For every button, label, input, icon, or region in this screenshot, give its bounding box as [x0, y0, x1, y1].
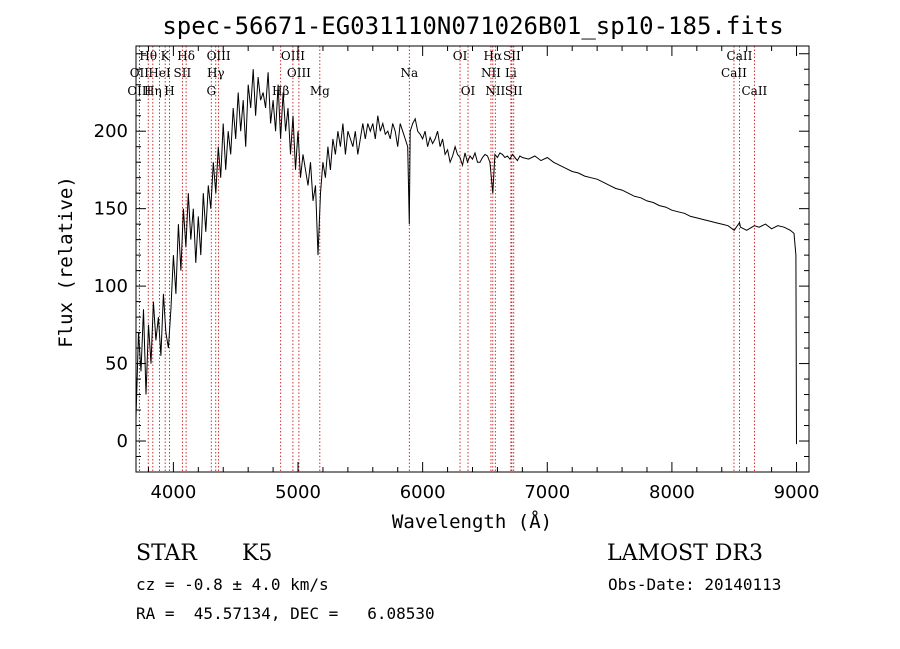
- spectral-line-label: SII: [505, 84, 523, 98]
- spectral-line-label: H: [164, 84, 174, 98]
- chart-title: spec-56671-EG031110N071026B01_sp10-185.f…: [162, 12, 783, 40]
- y-tick-label: 100: [94, 276, 128, 297]
- y-tick-label: 50: [105, 354, 128, 375]
- spectral-line-label: Li: [505, 66, 517, 80]
- spectral-line-label: G: [206, 84, 216, 98]
- y-tick-label: 0: [117, 431, 128, 452]
- spectral-line-label: OIII: [207, 49, 231, 63]
- spectral-line-label: CaII: [741, 84, 767, 98]
- spectral-line-label: K: [161, 49, 171, 63]
- spectral-line-label: NII: [485, 84, 505, 98]
- spectral-line-label: CaII: [721, 66, 747, 80]
- spectral-line-label: OII: [130, 66, 150, 80]
- x-tick-label: 5000: [275, 482, 321, 503]
- spectral-line-label: Hα: [484, 49, 503, 63]
- spectral-line-label: Hγ: [207, 66, 225, 80]
- spectral-line-label: Hδ: [177, 49, 195, 63]
- y-tick-label: 150: [94, 199, 128, 220]
- x-tick-label: 9000: [774, 482, 820, 503]
- object-subclass: K5: [242, 541, 272, 566]
- spectral-line-label: Hη: [144, 84, 162, 98]
- x-axis-ticks: [147, 46, 798, 472]
- spectral-line-label: CaII: [727, 49, 753, 63]
- spectral-line-label: Hθ: [139, 49, 157, 63]
- x-tick-label: 8000: [649, 482, 695, 503]
- spectral-line-label: HeI: [148, 66, 171, 80]
- spectral-line-label: SII: [174, 66, 192, 80]
- x-axis-label: Wavelength (Å): [392, 510, 552, 533]
- x-tick-label: 7000: [524, 482, 570, 503]
- spectrum-line: [135, 69, 797, 445]
- coordinates: RA = 45.57134, DEC = 6.08530: [136, 604, 435, 623]
- spectral-line-label: OIII: [281, 49, 305, 63]
- y-axis-label: Flux (relative): [55, 176, 77, 348]
- spectral-line-label: Hβ: [272, 84, 289, 98]
- spectral-line-label: OIII: [287, 66, 311, 80]
- object-class: STAR: [136, 541, 198, 566]
- survey-name: LAMOST DR3: [607, 541, 763, 566]
- spectral-line-label: OIII: [127, 84, 151, 98]
- y-tick-label: 200: [94, 121, 128, 142]
- x-axis-tick-labels: 4000 5000 6000 7000 8000 9000: [150, 482, 819, 503]
- x-tick-label: 4000: [150, 482, 196, 503]
- y-axis-tick-labels: 0 50 100 150 200: [94, 121, 128, 452]
- spectral-line-label: OI: [453, 49, 468, 63]
- spectral-line-label: Na: [400, 66, 418, 80]
- spectral-line-label: SII: [503, 49, 521, 63]
- spectral-line-label: NII: [481, 66, 501, 80]
- spectral-line-label: Mg: [310, 84, 330, 98]
- cz-value: cz = -0.8 ± 4.0 km/s: [136, 575, 329, 594]
- spectral-line-label: OI: [461, 84, 476, 98]
- spectral-line-markers: [138, 46, 755, 472]
- x-tick-label: 6000: [400, 482, 446, 503]
- y-axis-ticks: [136, 53, 809, 458]
- observation-date: Obs-Date: 20140113: [608, 575, 781, 594]
